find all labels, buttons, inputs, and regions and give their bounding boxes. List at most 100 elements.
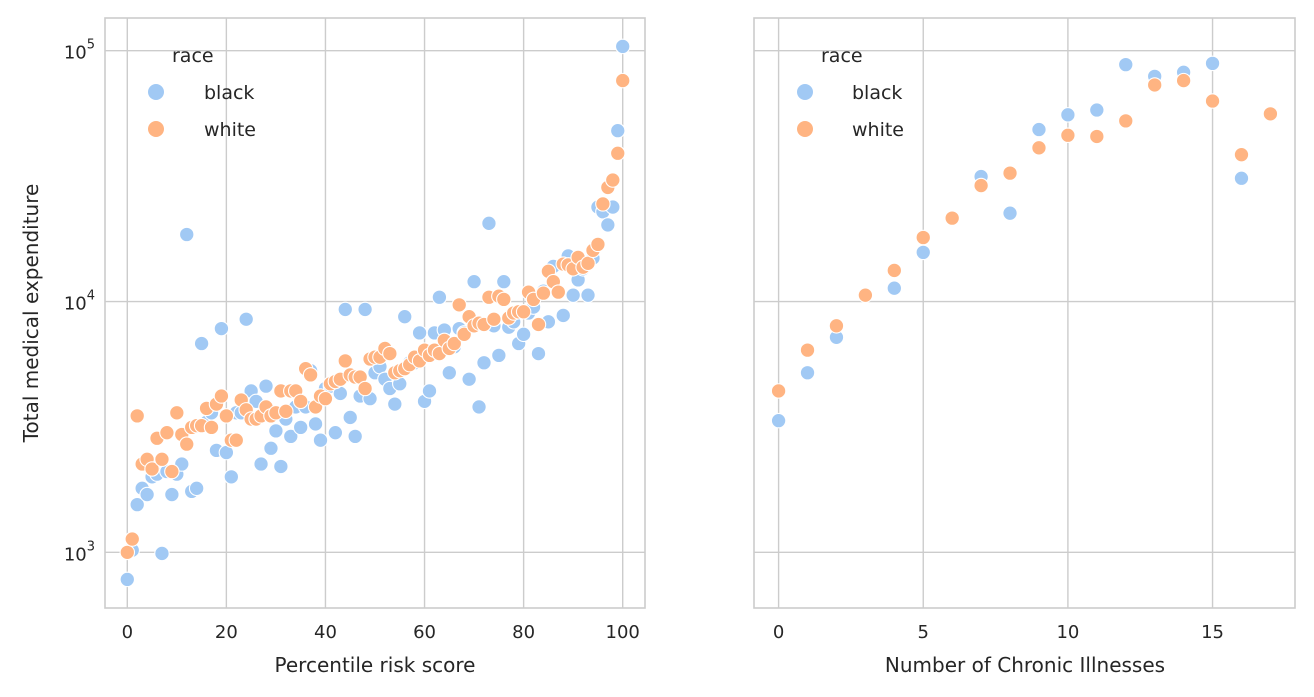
point-white bbox=[278, 403, 294, 420]
point-white bbox=[610, 145, 626, 162]
point-black bbox=[357, 301, 373, 318]
point-black bbox=[555, 307, 572, 324]
point-white bbox=[770, 383, 787, 399]
point-black bbox=[337, 301, 354, 318]
point-black bbox=[213, 320, 230, 337]
point-black bbox=[580, 287, 596, 303]
point-black bbox=[770, 412, 787, 429]
x-axis-label: Percentile risk score bbox=[275, 653, 476, 677]
point-white bbox=[451, 297, 467, 313]
point-white bbox=[1089, 128, 1105, 145]
y-tick-exponent: 5 bbox=[87, 38, 95, 53]
y-tick-base: 10 bbox=[64, 43, 87, 64]
point-white bbox=[828, 318, 845, 334]
point-white bbox=[357, 380, 373, 397]
legend-label-white: white bbox=[852, 119, 904, 141]
point-white bbox=[1262, 106, 1279, 122]
point-black bbox=[223, 469, 240, 485]
point-black bbox=[292, 419, 309, 436]
x-tick-label: 100 bbox=[606, 622, 640, 643]
point-black bbox=[1118, 56, 1134, 73]
point-white bbox=[1146, 77, 1163, 93]
point-white bbox=[228, 432, 245, 448]
point-white bbox=[178, 436, 195, 452]
point-black bbox=[273, 458, 289, 475]
x-tick-label: 0 bbox=[122, 622, 133, 643]
point-black bbox=[481, 215, 497, 232]
point-white bbox=[119, 544, 136, 561]
point-white bbox=[915, 229, 931, 246]
point-black bbox=[886, 280, 903, 296]
point-white bbox=[337, 353, 354, 369]
point-black bbox=[441, 365, 458, 381]
legend-title: race bbox=[172, 45, 214, 67]
legend-marker-black bbox=[797, 84, 813, 100]
point-white bbox=[203, 419, 220, 436]
point-white bbox=[1002, 165, 1018, 181]
point-white bbox=[496, 291, 512, 308]
x-tick-label: 0 bbox=[773, 622, 784, 643]
x-tick-label: 60 bbox=[413, 622, 436, 643]
point-white bbox=[605, 172, 621, 188]
point-black bbox=[258, 378, 274, 394]
point-black bbox=[238, 311, 254, 327]
y-tick-exponent: 3 bbox=[87, 539, 95, 554]
point-black bbox=[565, 287, 581, 303]
point-white bbox=[124, 531, 140, 547]
point-white bbox=[580, 255, 596, 272]
y-tick-label: 105 bbox=[64, 38, 95, 64]
point-black bbox=[600, 217, 616, 233]
point-white bbox=[129, 408, 145, 424]
y-tick-label: 103 bbox=[64, 539, 95, 565]
y-tick-base: 10 bbox=[64, 294, 87, 315]
point-black bbox=[915, 244, 931, 261]
x-tick-labels: 0 5 10 15 bbox=[773, 622, 1224, 643]
point-black bbox=[471, 399, 487, 415]
point-black bbox=[1204, 55, 1221, 72]
point-black bbox=[610, 122, 626, 139]
point-white bbox=[614, 72, 631, 89]
point-black bbox=[614, 38, 631, 55]
point-white bbox=[1031, 140, 1047, 156]
point-white bbox=[1175, 72, 1192, 89]
point-black bbox=[188, 480, 205, 497]
point-black bbox=[178, 226, 195, 243]
x-tick-label: 15 bbox=[1201, 622, 1224, 643]
x-tick-labels: 0 20 40 60 80 100 bbox=[122, 622, 640, 643]
point-black bbox=[411, 325, 428, 341]
point-black bbox=[431, 289, 448, 306]
point-white bbox=[292, 393, 309, 410]
point-white bbox=[302, 367, 319, 383]
point-black bbox=[193, 335, 210, 352]
point-black bbox=[268, 423, 284, 439]
point-white bbox=[590, 236, 606, 253]
point-black bbox=[347, 428, 363, 445]
point-white bbox=[159, 424, 175, 441]
point-white bbox=[382, 345, 398, 362]
point-black bbox=[253, 456, 269, 472]
point-white bbox=[973, 177, 989, 194]
point-black bbox=[491, 347, 507, 364]
point-black bbox=[476, 355, 492, 371]
point-black bbox=[1002, 205, 1018, 221]
point-black bbox=[387, 396, 403, 412]
point-white bbox=[886, 262, 903, 279]
point-white bbox=[799, 342, 816, 358]
point-white bbox=[1118, 113, 1134, 129]
y-tick-base: 10 bbox=[64, 544, 87, 565]
point-black bbox=[139, 486, 155, 503]
point-black bbox=[496, 273, 512, 290]
point-white bbox=[218, 408, 235, 424]
point-white bbox=[144, 461, 160, 477]
x-tick-label: 10 bbox=[1056, 622, 1079, 643]
x-tick-label: 80 bbox=[512, 622, 535, 643]
x-tick-label: 20 bbox=[215, 622, 238, 643]
point-white bbox=[857, 287, 874, 303]
point-black bbox=[312, 432, 329, 448]
point-black bbox=[129, 496, 145, 513]
point-black bbox=[307, 416, 324, 432]
point-black bbox=[421, 383, 438, 399]
data-points bbox=[119, 38, 631, 588]
